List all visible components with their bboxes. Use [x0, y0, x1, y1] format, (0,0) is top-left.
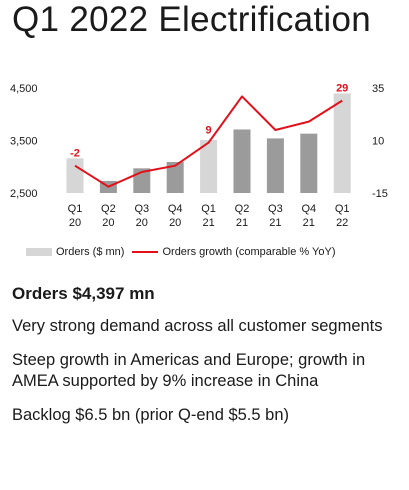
legend-line-swatch — [132, 251, 159, 253]
x-tick-label-quarter: Q3 — [134, 203, 149, 215]
key-point: Backlog $6.5 bn (prior Q-end $5.5 bn) — [12, 406, 289, 424]
x-tick-label-quarter: Q2 — [235, 203, 250, 215]
x-tick-label-year: 21 — [269, 217, 281, 229]
key-point: Steep growth in Americas and Europe; gro… — [12, 351, 366, 390]
x-tick-label-year: 22 — [336, 217, 348, 229]
left-axis-tick-label: 4,500 — [10, 83, 38, 95]
orders-bar — [66, 158, 84, 193]
x-tick-label-year: 20 — [169, 217, 181, 229]
right-axis-tick-label: -15 — [372, 188, 388, 200]
growth-data-labels: -2 9 29 — [70, 83, 348, 160]
growth-data-label: -2 — [70, 148, 80, 160]
x-tick-label-quarter: Q1 — [335, 203, 350, 215]
right-axis-tick-label: 10 — [372, 136, 384, 148]
x-tick-label-year: 20 — [102, 217, 114, 229]
key-points-list: Very strong demand across all customer s… — [12, 316, 404, 439]
x-tick-label-quarter: Q4 — [168, 203, 183, 215]
orders-bar — [233, 129, 251, 193]
x-tick-label-quarter: Q1 — [201, 203, 216, 215]
legend-item-orders: Orders ($ mn) — [26, 246, 124, 258]
x-tick-label-quarter: Q1 — [68, 203, 83, 215]
right-axis-tick-label: 35 — [372, 83, 384, 95]
x-tick-label-quarter: Q3 — [268, 203, 283, 215]
key-point: Very strong demand across all customer s… — [12, 317, 383, 335]
legend-item-growth: Orders growth (comparable % YoY) — [132, 246, 336, 258]
legend-growth-label: Orders growth (comparable % YoY) — [162, 246, 336, 258]
orders-bar — [333, 93, 351, 193]
page-title: Q1 2022 Electrification — [12, 0, 372, 39]
x-tick-label-year: 20 — [136, 217, 148, 229]
growth-data-label: 9 — [206, 125, 212, 137]
right-axis: -15 10 35 — [372, 83, 388, 200]
left-axis-tick-label: 3,500 — [10, 136, 38, 148]
orders-bar — [166, 162, 184, 193]
left-axis: 2,500 3,500 4,500 — [10, 83, 38, 200]
x-axis-labels: Q1 20 Q2 20 Q3 20 Q4 20 Q1 21 Q2 21 Q3 21 Q4 21 Q1 22 — [68, 203, 350, 229]
orders-bar — [300, 133, 318, 193]
growth-data-label: 29 — [336, 83, 348, 95]
orders-chart: 2,500 3,500 4,500 -15 10 35 -2 9 29 Q1 20 Q2 20 Q3… — [10, 83, 388, 229]
orders-headline: Orders $4,397 mn — [12, 284, 155, 303]
x-tick-label-year: 20 — [69, 217, 81, 229]
orders-bars — [66, 93, 351, 193]
orders-bar — [266, 138, 284, 193]
x-tick-label-year: 21 — [303, 217, 315, 229]
growth-line — [74, 95, 343, 188]
orders-bar — [200, 139, 218, 193]
x-tick-label-quarter: Q4 — [301, 203, 316, 215]
x-tick-label-quarter: Q2 — [101, 203, 116, 215]
growth-line-path — [74, 95, 343, 188]
chart-legend: Orders ($ mn) Orders growth (comparable … — [26, 246, 344, 258]
legend-bar-swatch — [26, 248, 52, 256]
x-tick-label-year: 21 — [236, 217, 248, 229]
left-axis-tick-label: 2,500 — [10, 188, 38, 200]
legend-orders-label: Orders ($ mn) — [56, 246, 125, 258]
x-tick-label-year: 21 — [202, 217, 214, 229]
